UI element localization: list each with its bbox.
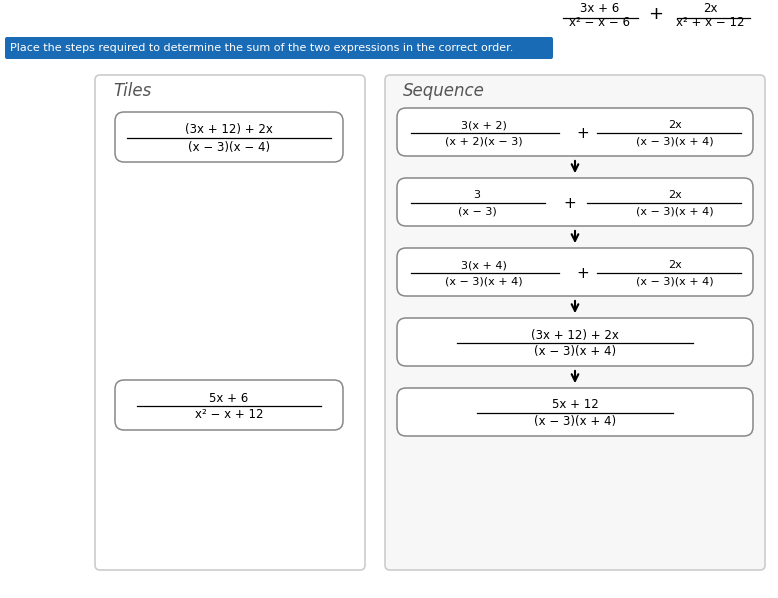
Text: 2x: 2x — [668, 120, 682, 130]
Text: +: + — [576, 126, 590, 141]
Text: (x − 3)(x + 4): (x − 3)(x + 4) — [534, 416, 616, 429]
Text: x² − x − 6: x² − x − 6 — [569, 16, 630, 29]
Text: 3(x + 4): 3(x + 4) — [461, 260, 507, 270]
Text: 3x + 6: 3x + 6 — [580, 2, 619, 14]
Text: +: + — [649, 5, 664, 23]
Text: (x − 3)(x + 4): (x − 3)(x + 4) — [534, 346, 616, 358]
FancyBboxPatch shape — [5, 37, 553, 59]
Text: +: + — [563, 196, 576, 210]
Text: 3: 3 — [474, 190, 481, 200]
Text: (x − 3)(x + 4): (x − 3)(x + 4) — [445, 277, 523, 287]
FancyBboxPatch shape — [95, 75, 365, 570]
Text: 5x + 12: 5x + 12 — [552, 398, 598, 411]
Text: 2x: 2x — [703, 2, 717, 14]
Text: Sequence: Sequence — [403, 82, 485, 100]
FancyBboxPatch shape — [397, 388, 753, 436]
FancyBboxPatch shape — [397, 108, 753, 156]
Text: +: + — [576, 266, 590, 280]
Text: (x − 3)(x + 4): (x − 3)(x + 4) — [636, 207, 713, 217]
FancyBboxPatch shape — [397, 248, 753, 296]
Text: (x − 3)(x − 4): (x − 3)(x − 4) — [188, 141, 270, 154]
Text: (x − 3): (x − 3) — [457, 207, 496, 217]
Text: 3(x + 2): 3(x + 2) — [461, 120, 507, 130]
Text: (x − 3)(x + 4): (x − 3)(x + 4) — [636, 137, 713, 147]
Text: 2x: 2x — [668, 260, 682, 270]
Text: 2x: 2x — [668, 190, 682, 200]
Text: (x + 2)(x − 3): (x + 2)(x − 3) — [445, 137, 523, 147]
Text: (3x + 12) + 2x: (3x + 12) + 2x — [185, 124, 273, 136]
FancyBboxPatch shape — [385, 75, 765, 570]
Text: (x − 3)(x + 4): (x − 3)(x + 4) — [636, 277, 713, 287]
FancyBboxPatch shape — [397, 318, 753, 366]
Text: Place the steps required to determine the sum of the two expressions in the corr: Place the steps required to determine th… — [10, 43, 513, 53]
FancyBboxPatch shape — [115, 380, 343, 430]
Text: Tiles: Tiles — [113, 82, 151, 100]
FancyBboxPatch shape — [397, 178, 753, 226]
Text: x² − x + 12: x² − x + 12 — [194, 408, 263, 422]
Text: x² + x − 12: x² + x − 12 — [676, 16, 745, 29]
Text: 5x + 6: 5x + 6 — [209, 392, 249, 404]
FancyBboxPatch shape — [115, 112, 343, 162]
Text: (3x + 12) + 2x: (3x + 12) + 2x — [531, 328, 619, 341]
